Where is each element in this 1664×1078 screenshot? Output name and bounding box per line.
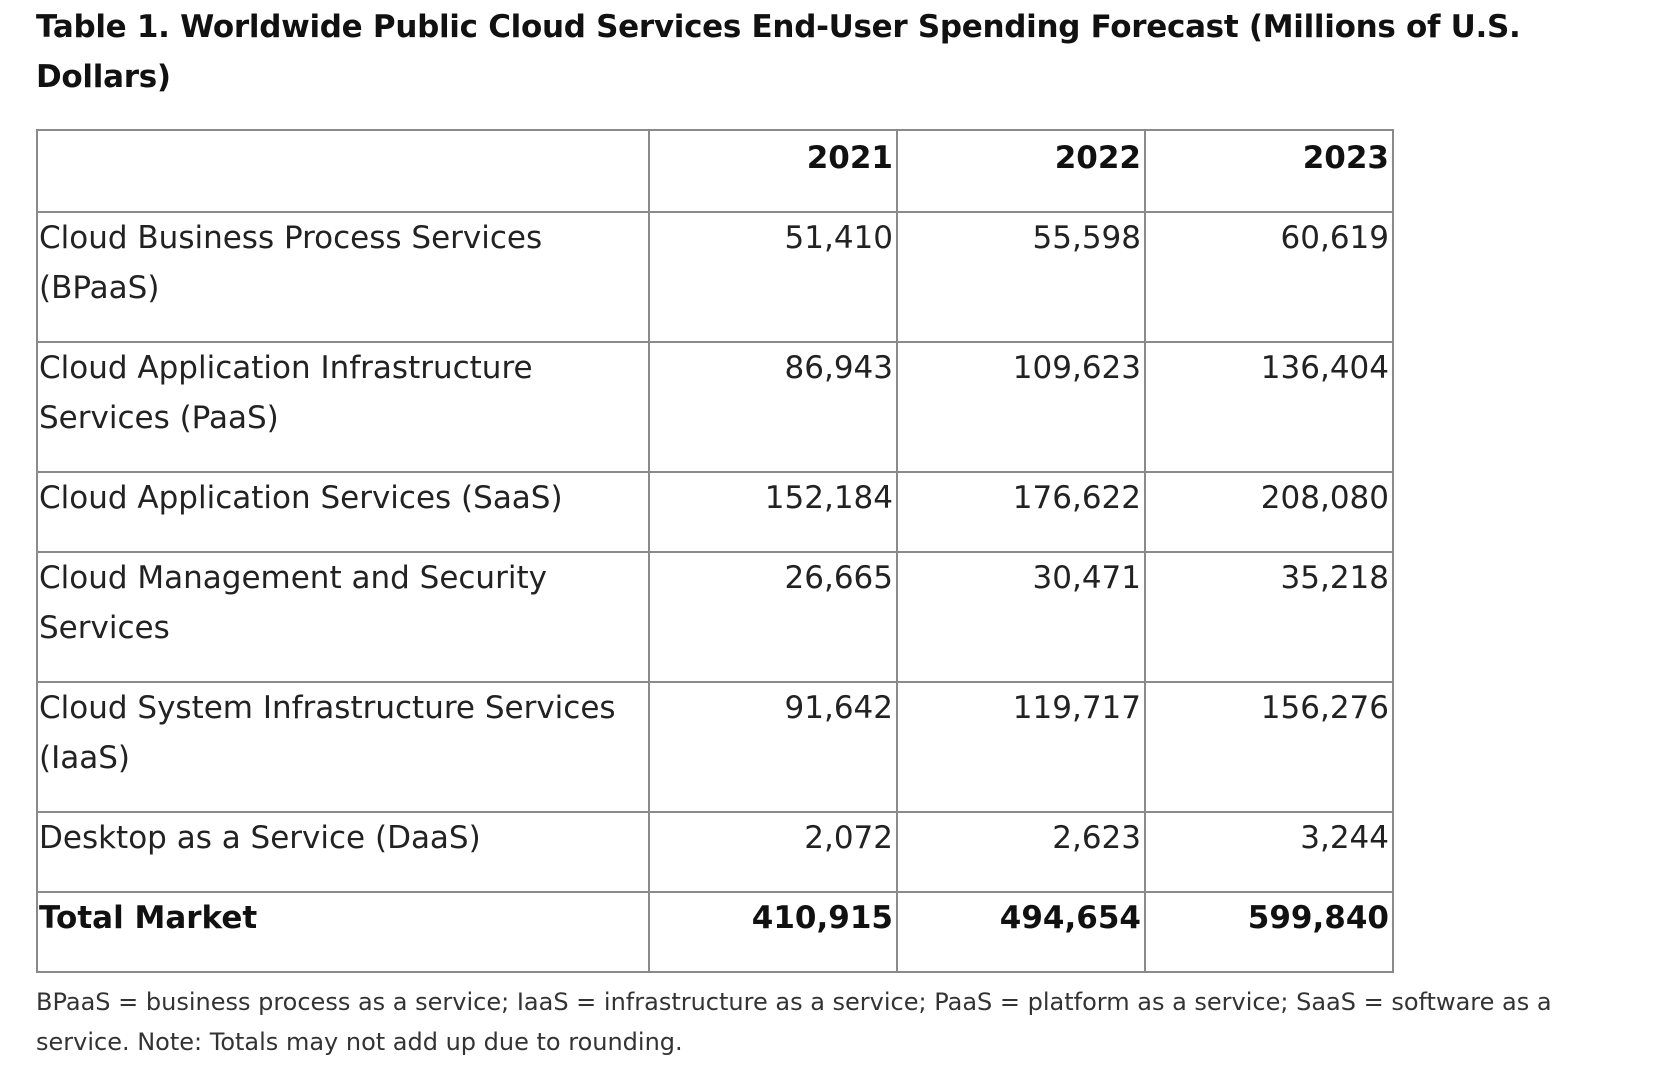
value-cell: 86,943	[648, 341, 898, 473]
table-row: Cloud Management and Security Services 2…	[36, 551, 1394, 683]
value-cell: 91,642	[648, 681, 898, 813]
value-cell: 208,080	[1144, 471, 1394, 553]
value-cell: 119,717	[896, 681, 1146, 813]
value-cell: 2,072	[648, 811, 898, 893]
value-cell: 30,471	[896, 551, 1146, 683]
header-cell-year: 2021	[648, 129, 898, 213]
total-value-cell: 494,654	[896, 891, 1146, 973]
value-cell: 176,622	[896, 471, 1146, 553]
document-page: Table 1. Worldwide Public Cloud Services…	[36, 0, 1636, 1056]
value-cell: 136,404	[1144, 341, 1394, 473]
row-label: Cloud Application Infrastructure Service…	[36, 341, 650, 473]
value-cell: 26,665	[648, 551, 898, 683]
row-label: Desktop as a Service (DaaS)	[36, 811, 650, 893]
table-row: Cloud Business Process Services (BPaaS) …	[36, 211, 1394, 343]
total-row: Total Market 410,915 494,654 599,840	[36, 891, 1394, 973]
table-row: Desktop as a Service (DaaS) 2,072 2,623 …	[36, 811, 1394, 893]
value-cell: 156,276	[1144, 681, 1394, 813]
value-cell: 60,619	[1144, 211, 1394, 343]
total-label: Total Market	[36, 891, 650, 973]
table-footnote: BPaaS = business process as a service; I…	[36, 988, 1552, 1056]
table-row: Cloud Application Services (SaaS) 152,18…	[36, 471, 1394, 553]
header-row: 2021 2022 2023	[36, 129, 1394, 213]
header-cell-year: 2023	[1144, 129, 1394, 213]
value-cell: 55,598	[896, 211, 1146, 343]
spending-forecast-table: 2021 2022 2023 Cloud Business Process Se…	[36, 129, 1394, 973]
value-cell: 2,623	[896, 811, 1146, 893]
row-label: Cloud Management and Security Services	[36, 551, 650, 683]
total-value-cell: 599,840	[1144, 891, 1394, 973]
value-cell: 35,218	[1144, 551, 1394, 683]
total-value-cell: 410,915	[648, 891, 898, 973]
row-label: Cloud Business Process Services (BPaaS)	[36, 211, 650, 343]
header-cell-year: 2022	[896, 129, 1146, 213]
table-row: Cloud Application Infrastructure Service…	[36, 341, 1394, 473]
table-row: Cloud System Infrastructure Services (Ia…	[36, 681, 1394, 813]
value-cell: 109,623	[896, 341, 1146, 473]
header-cell-blank	[36, 129, 650, 213]
table-title: Table 1. Worldwide Public Cloud Services…	[36, 9, 1521, 95]
value-cell: 152,184	[648, 471, 898, 553]
row-label: Cloud Application Services (SaaS)	[36, 471, 650, 553]
row-label: Cloud System Infrastructure Services (Ia…	[36, 681, 650, 813]
value-cell: 51,410	[648, 211, 898, 343]
value-cell: 3,244	[1144, 811, 1394, 893]
